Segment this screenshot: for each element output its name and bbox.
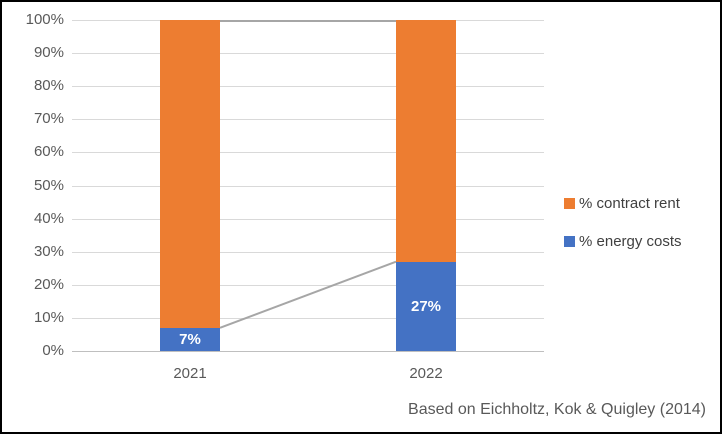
legend-entry-energy-costs: % energy costs [564, 232, 682, 250]
y-tick-label: 50% [33, 177, 64, 194]
legend-swatch-orange-icon [564, 197, 575, 209]
gridline-90 [72, 53, 544, 54]
y-tick-label: 40% [33, 210, 64, 227]
bar-2022-energy-costs: 27% [396, 261, 456, 351]
x-axis-line [72, 351, 544, 352]
source-caption: Based on Eichholtz, Kok & Quigley (2014) [408, 401, 706, 418]
y-tick-label: 70% [33, 110, 64, 127]
legend-label: % contract rent [579, 194, 680, 212]
gridline-50 [72, 186, 544, 187]
y-tick-label: 100% [25, 11, 64, 28]
gridline-30 [72, 252, 544, 253]
gridline-80 [72, 86, 544, 87]
y-tick-label: 30% [33, 243, 64, 260]
x-axis-label-2022: 2022 [409, 365, 443, 382]
gridline-100 [72, 20, 544, 21]
x-axis-label-2021: 2021 [173, 365, 207, 382]
bar-2022-contract-rent [396, 20, 456, 262]
gridline-70 [72, 119, 544, 120]
bar-2021-energy-costs: 7% [160, 327, 220, 351]
legend-swatch-blue-icon [564, 235, 575, 247]
data-label-2022-energy: 27% [410, 297, 442, 315]
legend-label: % energy costs [579, 232, 682, 250]
bar-2021-contract-rent [160, 20, 220, 328]
y-tick-label: 90% [33, 44, 64, 61]
gridline-40 [72, 219, 544, 220]
y-tick-label: 10% [33, 309, 64, 326]
gridline-60 [72, 152, 544, 153]
y-tick-label: 60% [33, 143, 64, 160]
legend-entry-contract-rent: % contract rent [564, 194, 680, 212]
y-tick-label: 0% [42, 342, 64, 359]
gridline-20 [72, 285, 544, 286]
y-tick-label: 80% [33, 77, 64, 94]
data-label-2021-energy: 7% [179, 330, 201, 348]
gridline-10 [72, 318, 544, 319]
y-tick-label: 20% [33, 276, 64, 293]
